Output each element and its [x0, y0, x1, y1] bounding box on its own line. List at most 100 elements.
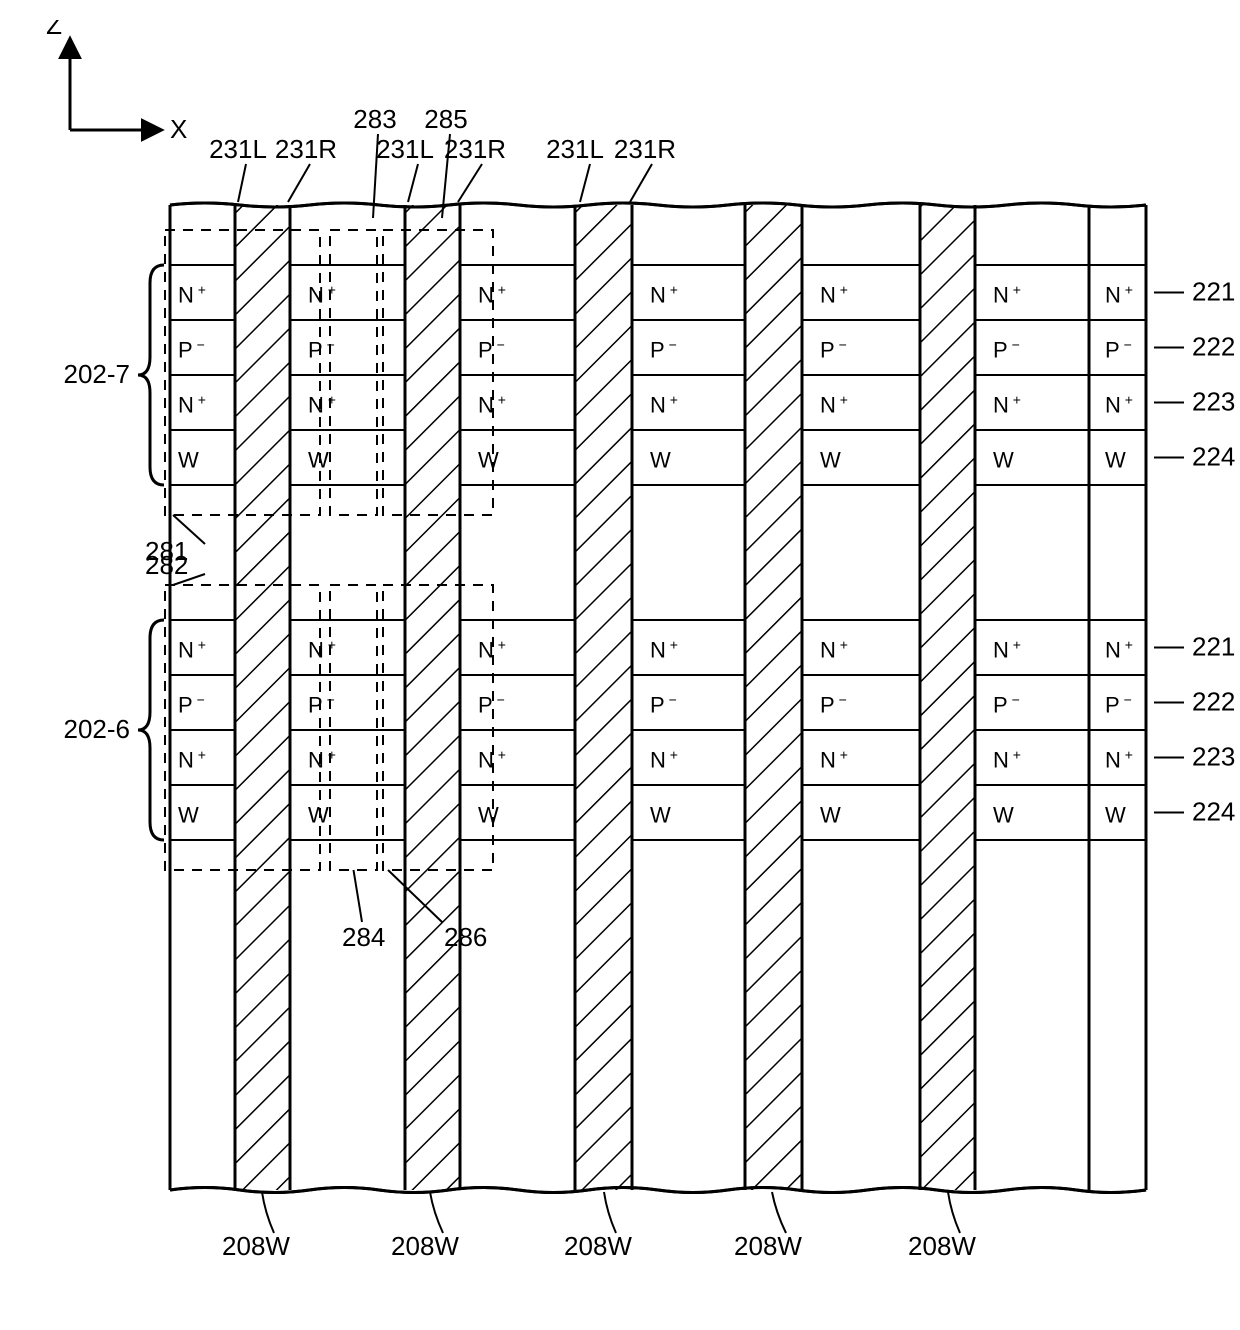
svg-text:208W: 208W: [391, 1231, 459, 1261]
svg-text:P −: P −: [820, 691, 847, 717]
svg-text:P −: P −: [993, 691, 1020, 717]
svg-text:P −: P −: [478, 691, 505, 717]
leader-top: [630, 164, 652, 202]
label-231R: 231R: [275, 134, 337, 164]
svg-text:N +: N +: [650, 391, 678, 417]
svg-text:224: 224: [1192, 797, 1235, 827]
svg-text:208W: 208W: [564, 1231, 632, 1261]
svg-text:W: W: [178, 802, 199, 827]
leader-top: [288, 164, 310, 202]
brace: [138, 620, 164, 840]
diagram: Z X N + N + N + N + N + N + N + 221 P − P − P − P − P …: [20, 20, 1240, 1310]
svg-text:P −: P −: [478, 336, 505, 362]
svg-text:W: W: [993, 447, 1014, 472]
svg-text:286: 286: [444, 922, 487, 952]
svg-text:202-6: 202-6: [64, 714, 131, 744]
svg-text:N +: N +: [308, 391, 336, 417]
svg-text:N +: N +: [178, 636, 206, 662]
label-231R: 231R: [444, 134, 506, 164]
svg-text:P −: P −: [1105, 336, 1132, 362]
svg-text:X: X: [170, 114, 187, 144]
leader-208w: [604, 1192, 616, 1233]
svg-text:W: W: [1105, 802, 1126, 827]
svg-text:208W: 208W: [734, 1231, 802, 1261]
svg-text:N +: N +: [178, 391, 206, 417]
svg-text:W: W: [820, 802, 841, 827]
label-231L: 231L: [546, 134, 604, 164]
svg-text:W: W: [308, 447, 329, 472]
svg-text:W: W: [820, 447, 841, 472]
svg-text:202-7: 202-7: [64, 359, 131, 389]
svg-text:N +: N +: [308, 636, 336, 662]
svg-text:N +: N +: [993, 746, 1021, 772]
leader-208w: [430, 1192, 443, 1233]
leader-208w: [772, 1192, 786, 1233]
leader-208w: [948, 1192, 960, 1233]
svg-text:P −: P −: [650, 336, 677, 362]
svg-text:223: 223: [1192, 387, 1235, 417]
svg-text:224: 224: [1192, 442, 1235, 472]
svg-text:P −: P −: [178, 691, 205, 717]
leader-208w: [262, 1192, 274, 1233]
label-231L: 231L: [209, 134, 267, 164]
svg-text:221: 221: [1192, 632, 1235, 662]
svg-text:N +: N +: [820, 746, 848, 772]
svg-text:N +: N +: [650, 746, 678, 772]
svg-text:W: W: [993, 802, 1014, 827]
hatch-column: [235, 205, 290, 1190]
svg-text:W: W: [1105, 447, 1126, 472]
svg-text:W: W: [650, 447, 671, 472]
leader-top: [238, 164, 246, 202]
svg-text:221: 221: [1192, 277, 1235, 307]
svg-text:222: 222: [1192, 687, 1235, 717]
svg-text:W: W: [478, 447, 499, 472]
svg-text:282: 282: [145, 550, 188, 580]
svg-text:208W: 208W: [222, 1231, 290, 1261]
svg-text:P −: P −: [650, 691, 677, 717]
svg-text:N +: N +: [993, 281, 1021, 307]
svg-text:N +: N +: [478, 281, 506, 307]
svg-text:N +: N +: [478, 636, 506, 662]
svg-text:P −: P −: [178, 336, 205, 362]
svg-text:N +: N +: [178, 281, 206, 307]
svg-text:N +: N +: [820, 281, 848, 307]
svg-text:N +: N +: [1105, 636, 1133, 662]
label-285: 285: [424, 104, 467, 134]
svg-text:W: W: [178, 447, 199, 472]
dashed-box-283: [330, 230, 377, 515]
svg-text:W: W: [478, 802, 499, 827]
svg-text:P −: P −: [1105, 691, 1132, 717]
svg-text:Z: Z: [46, 20, 62, 40]
hatch-column: [920, 205, 975, 1190]
label-231R: 231R: [614, 134, 676, 164]
svg-text:N +: N +: [993, 391, 1021, 417]
leader-top: [458, 164, 482, 202]
svg-text:N +: N +: [178, 746, 206, 772]
svg-text:N +: N +: [478, 746, 506, 772]
svg-text:P −: P −: [993, 336, 1020, 362]
svg-text:222: 222: [1192, 332, 1235, 362]
label-283: 283: [353, 104, 396, 134]
hatch-column: [575, 205, 632, 1190]
leader-top: [580, 164, 590, 202]
hatch-column: [745, 205, 802, 1190]
svg-text:N +: N +: [478, 391, 506, 417]
brace: [138, 265, 164, 485]
svg-text:N +: N +: [1105, 391, 1133, 417]
svg-text:W: W: [308, 802, 329, 827]
dashed-box-284: [330, 585, 377, 870]
svg-text:208W: 208W: [908, 1231, 976, 1261]
svg-text:N +: N +: [308, 281, 336, 307]
svg-text:223: 223: [1192, 742, 1235, 772]
svg-text:N +: N +: [650, 281, 678, 307]
svg-text:N +: N +: [650, 636, 678, 662]
svg-text:N +: N +: [820, 391, 848, 417]
svg-text:284: 284: [342, 922, 385, 952]
svg-text:N +: N +: [308, 746, 336, 772]
svg-text:N +: N +: [820, 636, 848, 662]
svg-text:N +: N +: [1105, 281, 1133, 307]
leader-top: [408, 164, 418, 202]
hatch-column: [405, 205, 460, 1190]
svg-text:N +: N +: [1105, 746, 1133, 772]
svg-text:N +: N +: [993, 636, 1021, 662]
